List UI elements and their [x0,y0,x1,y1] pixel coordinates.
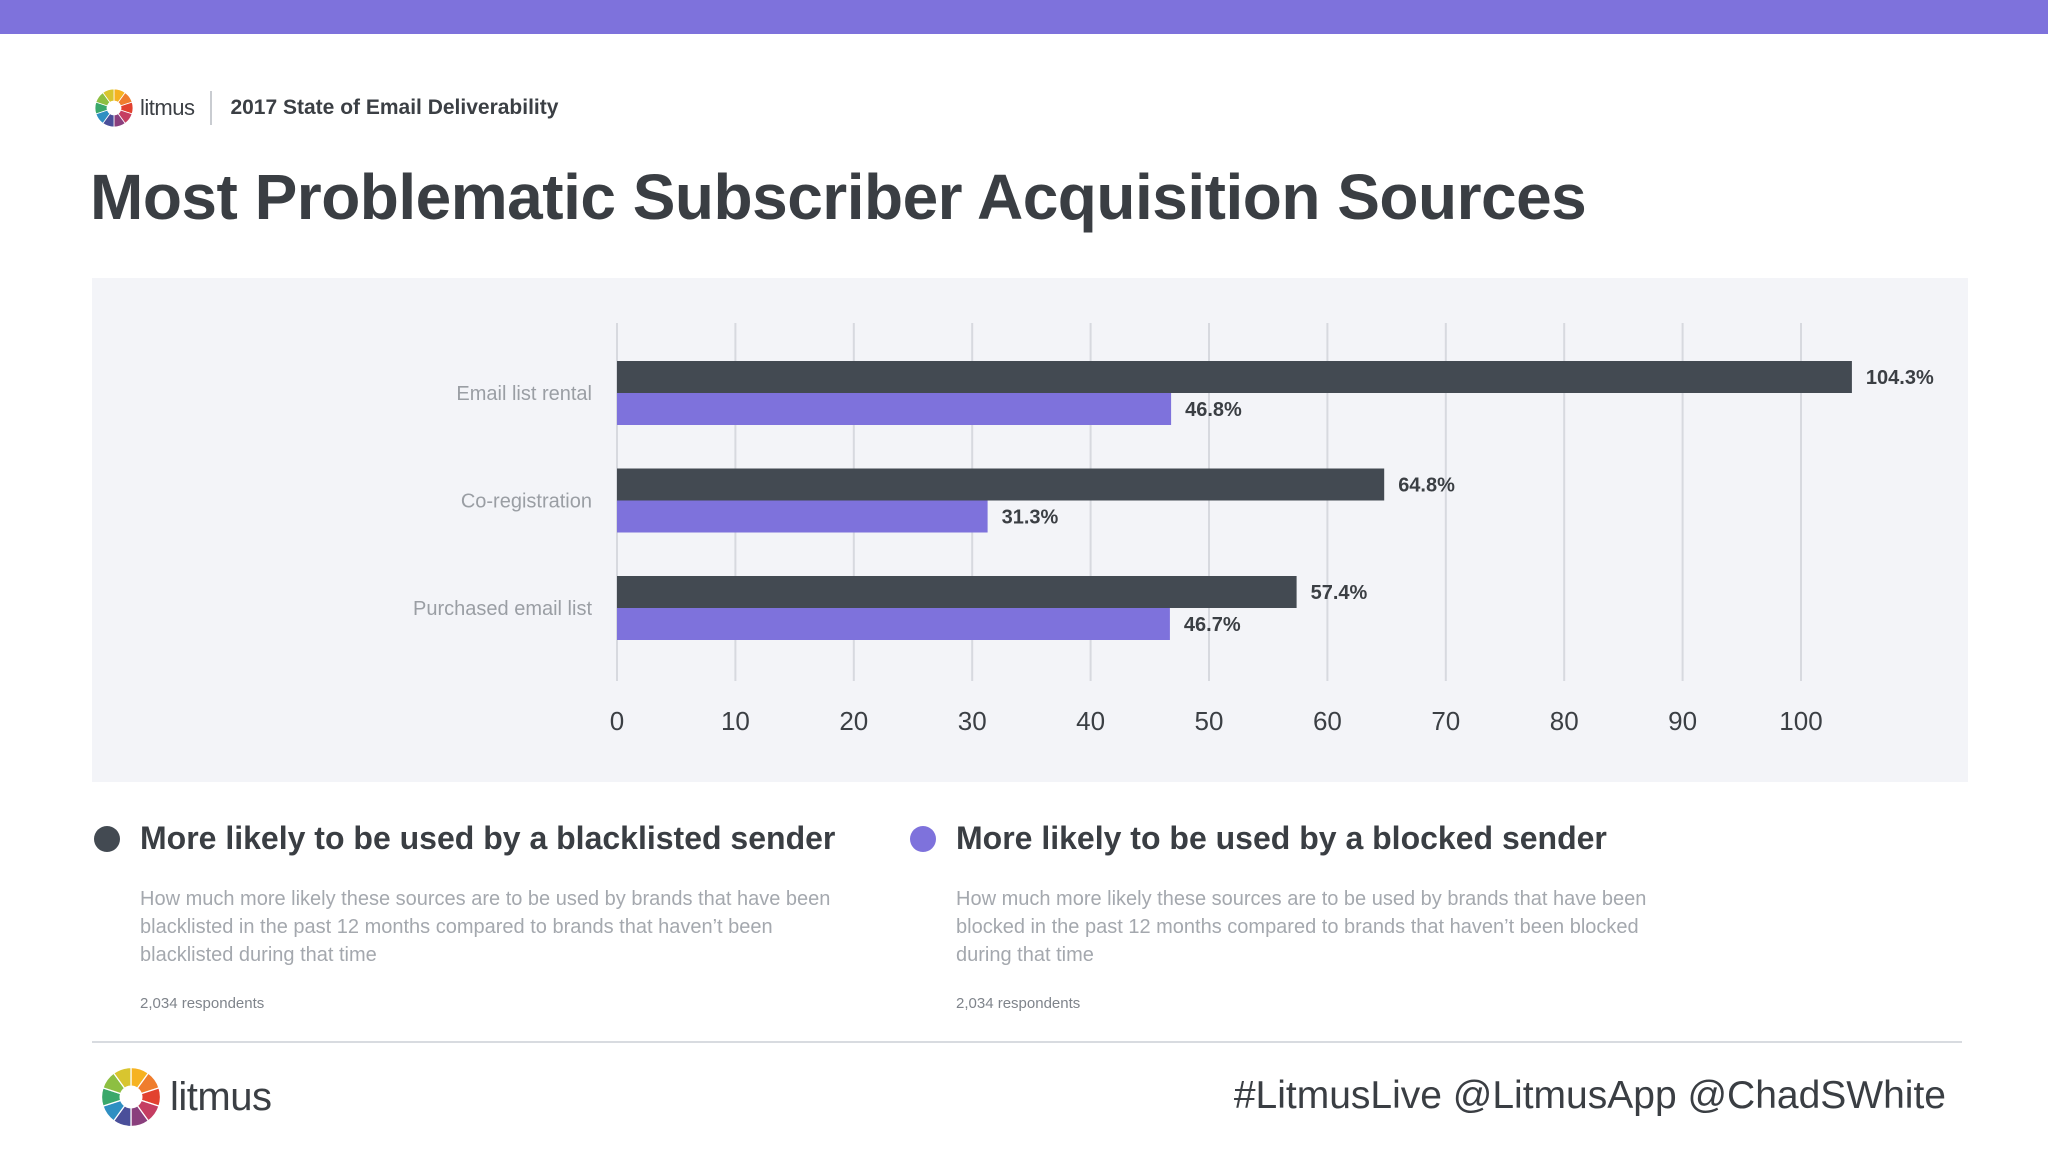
legend-dot-blacklisted-icon [94,825,120,852]
logo-segment [112,1066,132,1090]
x-tick-label: 100 [1779,706,1822,736]
legend-blacklisted: More likely to be used by a blacklisted … [94,820,854,1012]
data-label: 31.3% [1002,507,1059,529]
top-accent-bar [0,0,2048,34]
x-tick-label: 0 [610,706,624,736]
x-tick-label: 70 [1431,706,1460,736]
legend-description-blacklisted: How much more likely these sources are t… [140,888,831,966]
header-divider [210,91,213,125]
category-label: Purchased email list [413,598,592,620]
legend-blocked: More likely to be used by a blocked send… [910,820,1670,1012]
legend-title-blocked: More likely to be used by a blocked send… [956,820,1607,856]
litmus-logo-large-icon [100,1066,162,1128]
x-tick-label: 50 [1195,706,1224,736]
data-label: 57.4% [1311,582,1368,604]
bar-blocked [617,500,988,533]
footer-logo: litmus [100,1066,272,1128]
bar-blocked [617,393,1172,425]
x-tick-label: 60 [1313,706,1342,736]
page-title: Most Problematic Subscriber Acquisition … [90,161,1587,233]
footer-brand-name: litmus [170,1074,272,1119]
report-header: litmus 2017 State of Email Deliverabilit… [94,86,558,130]
legend-dot-blocked-icon [910,825,936,852]
footer-social-handles: #LitmusLive @LitmusApp @ChadSWhite [1233,1074,1946,1117]
data-label: 46.7% [1184,614,1241,636]
x-tick-label: 90 [1668,706,1697,736]
chart-panel: 0 10 20 30 40 50 60 70 80 90 100 Email list rental 1… [92,278,1968,782]
category-label: Email list rental [456,383,592,405]
legend-respondents-blocked: 2,034 respondents [956,995,1081,1012]
data-label: 104.3% [1866,367,1934,389]
x-tick-label: 40 [1076,706,1105,736]
legend-description-blocked: How much more likely these sources are t… [956,888,1647,966]
bar-blacklisted [617,576,1297,608]
data-label: 64.8% [1398,475,1455,497]
bar-blacklisted [617,361,1852,393]
litmus-logo-icon [94,88,134,128]
footer-divider [92,1041,1962,1043]
data-label: 46.8% [1185,399,1242,421]
x-tick-label: 30 [958,706,987,736]
bar-blacklisted [617,468,1385,501]
logo-segment [102,88,115,103]
bar-blocked [617,608,1170,640]
legend-title-blacklisted: More likely to be used by a blacklisted … [140,820,836,856]
bar-chart: 0 10 20 30 40 50 60 70 80 90 100 Email list rental 1… [413,323,1934,736]
x-tick-label: 20 [839,706,868,736]
category-label: Co-registration [461,491,592,513]
brand-name: litmus [140,95,195,120]
x-tick-label: 80 [1550,706,1579,736]
legend-respondents-blacklisted: 2,034 respondents [140,995,265,1012]
report-title: 2017 State of Email Deliverability [230,96,559,119]
x-tick-label: 10 [721,706,750,736]
